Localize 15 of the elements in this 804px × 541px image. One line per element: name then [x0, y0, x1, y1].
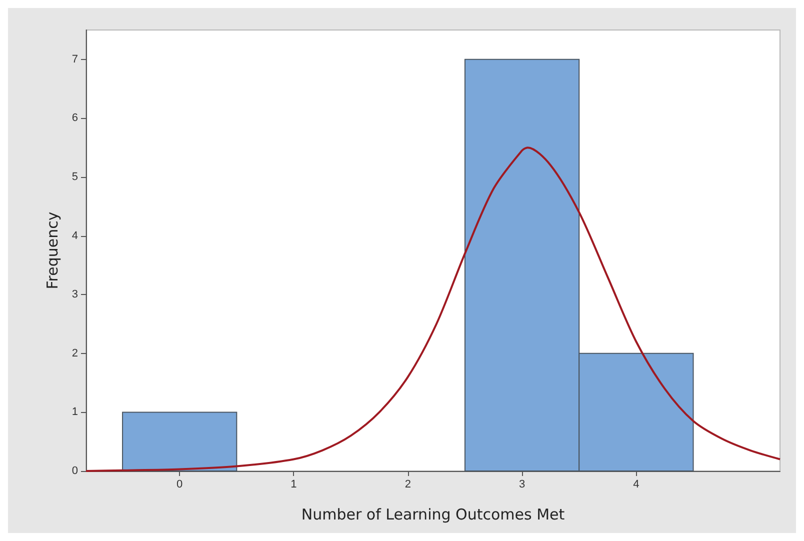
y-tick-label: 6 — [72, 112, 78, 124]
x-tick-label: 3 — [518, 478, 526, 490]
x-tick-label: 4 — [633, 478, 640, 490]
y-tick-label: 7 — [72, 53, 78, 66]
y-tick-label: 0 — [72, 465, 78, 477]
x-axis-title: Number of Learning Outcomes Met — [301, 506, 565, 524]
y-tick-label: 4 — [72, 230, 78, 242]
y-tick-label: 1 — [72, 406, 78, 418]
y-axis-title: Frequency — [44, 212, 62, 290]
x-tick-label: 2 — [404, 478, 411, 490]
y-tick-label: 2 — [72, 347, 78, 360]
y-tick-label: 5 — [72, 171, 78, 183]
y-tick-label: 3 — [72, 288, 78, 301]
x-tick-label: 0 — [176, 478, 183, 490]
x-tick-label: 1 — [290, 478, 297, 490]
